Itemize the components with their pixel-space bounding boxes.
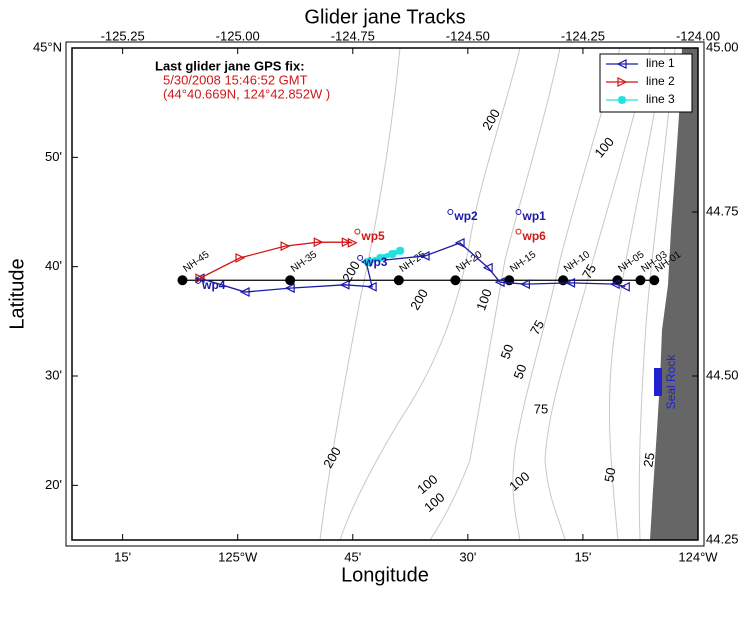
station-marker	[285, 275, 296, 286]
point-marker	[339, 279, 350, 290]
y-tick-label: 45°N	[33, 39, 62, 54]
waypoint-marker	[357, 254, 364, 261]
point-marker	[284, 283, 295, 294]
point-marker	[454, 237, 465, 248]
point-marker	[280, 241, 291, 252]
waypoint-label: wp4	[201, 278, 226, 292]
seal-rock-marker	[654, 368, 662, 396]
waypoint-marker	[354, 228, 361, 235]
point-marker	[565, 277, 576, 288]
map-frame-outer	[65, 41, 705, 547]
point-marker	[363, 257, 372, 266]
track-line	[199, 241, 353, 279]
waypoint-marker	[515, 228, 522, 235]
waypoint-marker	[195, 277, 202, 284]
annotation: (44°40.669N, 124°42.852W )	[163, 86, 330, 101]
x-tick-label: 15'	[574, 549, 591, 564]
x2-tick-label: -124.50	[446, 28, 490, 43]
x-tick-label: 125°W	[218, 549, 258, 564]
track-line	[199, 242, 626, 293]
x-axis-label: Longitude	[341, 564, 429, 586]
y2-tick-label: 44.50	[706, 367, 739, 382]
waypoint-label: wp3	[363, 255, 388, 269]
point-marker	[618, 96, 626, 104]
contour-line	[319, 47, 401, 541]
point-marker	[616, 59, 627, 69]
x2-tick-label: -124.75	[331, 28, 375, 43]
y-tick-label: 30'	[45, 367, 62, 382]
point-marker	[347, 237, 358, 248]
station-marker	[635, 275, 646, 286]
contour-line	[512, 47, 621, 541]
point-marker	[341, 237, 352, 248]
point-marker	[239, 287, 250, 298]
point-marker	[520, 279, 530, 290]
point-marker	[482, 262, 493, 273]
chart-title: Glider jane Tracks	[304, 6, 465, 28]
legend: line 1 line 2 line 3	[599, 53, 693, 113]
x2-tick-label: -124.00	[676, 28, 720, 43]
annotation: 5/30/2008 15:46:52 GMT	[163, 72, 308, 87]
contour-label: 50	[601, 466, 618, 483]
y-tick-label: 40'	[45, 258, 62, 273]
legend-label: line 1	[646, 56, 675, 70]
waypoint-label: wp6	[521, 229, 546, 243]
contour-label: 75	[534, 401, 548, 416]
point-marker	[619, 281, 630, 292]
y2-tick-label: 44.25	[706, 531, 739, 546]
contour-label: 25	[640, 451, 657, 468]
contour-label: 75	[579, 261, 599, 281]
land	[650, 48, 698, 540]
waypoint-label: wp2	[453, 209, 478, 223]
y-tick-label: 20'	[45, 477, 62, 492]
contour-line	[638, 47, 676, 541]
contours	[319, 47, 676, 541]
point-marker	[376, 253, 385, 262]
x-tick-label: 15'	[114, 549, 131, 564]
annotation: Last glider jane GPS fix:	[155, 58, 305, 73]
waypoint-label: wp1	[521, 209, 546, 223]
station-marker	[649, 275, 660, 286]
contour-line	[429, 47, 561, 541]
point-marker	[419, 250, 430, 261]
station-marker	[177, 275, 188, 286]
place-label: Seal Rock	[664, 354, 678, 410]
x2-tick-label: -124.25	[561, 28, 605, 43]
legend-label: line 3	[646, 92, 675, 106]
point-marker	[396, 246, 405, 255]
map-frame	[71, 47, 699, 541]
point-marker	[366, 281, 377, 292]
contour-line	[608, 47, 666, 541]
contour-line	[544, 47, 651, 541]
x2-tick-label: -125.00	[216, 28, 260, 43]
x2-tick-label: -125.25	[101, 28, 145, 43]
station-marker	[450, 275, 461, 286]
waypoint-marker	[515, 209, 522, 215]
point-marker	[388, 249, 397, 258]
y-axis-label: Latitude	[6, 258, 28, 329]
point-marker	[494, 277, 505, 288]
y2-tick-label: 44.75	[706, 203, 739, 218]
contour-label: 50	[497, 342, 516, 361]
point-marker	[609, 279, 620, 290]
track-line	[367, 248, 402, 265]
point-marker	[195, 273, 206, 284]
x-tick-label: 124°W	[678, 549, 718, 564]
waypoint-label: wp5	[360, 229, 385, 243]
station-marker	[393, 275, 404, 286]
y-tick-label: 50'	[45, 149, 62, 164]
legend-label: line 2	[646, 74, 675, 88]
contour-line	[339, 47, 521, 541]
contour-label: 75	[527, 317, 547, 337]
y2-tick-label: 45.00	[706, 39, 739, 54]
x-tick-label: 45'	[344, 549, 361, 564]
contour-label: 50	[510, 362, 529, 381]
point-marker	[617, 77, 628, 87]
contour-label: 100	[473, 287, 495, 313]
waypoint-marker	[447, 209, 454, 215]
x-tick-label: 30'	[459, 549, 476, 564]
point-marker	[235, 252, 246, 263]
point-marker	[313, 237, 324, 248]
